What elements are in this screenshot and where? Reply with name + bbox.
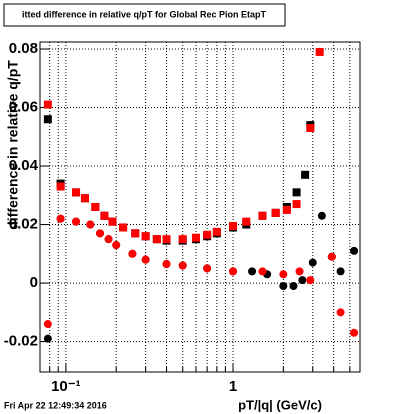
plot-frame <box>39 41 361 373</box>
marker-circle <box>43 320 52 329</box>
marker-circle <box>72 217 81 226</box>
marker-circle <box>317 211 326 220</box>
marker-circle <box>229 267 238 276</box>
x-axis-label: pT/|q| (GeV/c) <box>238 397 322 412</box>
marker-square <box>315 47 324 56</box>
marker-circle <box>128 249 137 258</box>
marker-square <box>43 100 52 109</box>
marker-square <box>119 223 128 232</box>
marker-square <box>178 235 187 244</box>
marker-square <box>203 230 212 239</box>
marker-circle <box>203 264 212 273</box>
marker-circle <box>336 308 345 317</box>
marker-square <box>131 229 140 238</box>
marker-square <box>72 188 81 197</box>
y-tick-label: 0.02 <box>9 216 38 233</box>
marker-circle <box>289 281 298 290</box>
title-box <box>3 3 286 27</box>
y-tick-label: 0.04 <box>9 157 39 174</box>
marker-circle <box>295 267 304 276</box>
marker-circle <box>141 255 150 264</box>
marker-circle <box>104 235 113 244</box>
marker-circle <box>327 252 336 261</box>
marker-square <box>43 115 52 124</box>
marker-circle <box>112 241 121 250</box>
marker-square <box>162 235 171 244</box>
marker-square <box>100 211 109 220</box>
y-axis-label: difference in relative q/pT <box>5 60 21 230</box>
marker-circle <box>56 214 65 223</box>
marker-square <box>91 203 100 211</box>
y-tick-label: 0.08 <box>9 40 38 57</box>
y-tick-label: 0 <box>30 274 38 291</box>
x-tick-label: 10⁻¹ <box>51 378 81 395</box>
marker-circle <box>298 276 307 285</box>
marker-square <box>56 182 65 191</box>
marker-circle <box>162 260 171 269</box>
y-tick-label: -0.02 <box>4 333 38 350</box>
marker-square <box>152 235 161 244</box>
marker-circle <box>178 261 187 270</box>
marker-circle <box>350 246 359 255</box>
marker-square <box>292 188 301 197</box>
marker-square <box>242 217 251 226</box>
marker-square <box>141 232 150 241</box>
marker-circle <box>336 267 345 276</box>
marker-square <box>212 227 221 236</box>
marker-square <box>306 124 315 133</box>
marker-square <box>282 205 291 214</box>
x-tick-label: 1 <box>229 378 237 395</box>
marker-square <box>229 222 238 231</box>
marker-circle <box>96 229 105 238</box>
marker-circle <box>86 220 95 229</box>
chart-title: itted difference in relative q/pT for Gl… <box>22 9 267 19</box>
marker-square <box>108 217 117 226</box>
marker-circle <box>306 276 315 285</box>
marker-circle <box>350 328 359 337</box>
marker-square <box>271 208 280 217</box>
marker-circle <box>248 267 257 276</box>
marker-square <box>301 170 310 179</box>
marker-circle <box>43 334 52 343</box>
marker-circle <box>279 281 288 290</box>
y-tick-label: 0.06 <box>9 99 38 116</box>
marker-circle <box>308 258 317 267</box>
marker-square <box>258 211 267 220</box>
footer: Fri Apr 22 12:49:34 2016 <box>4 400 107 410</box>
marker-circle <box>279 270 288 279</box>
marker-circle <box>258 267 267 276</box>
marker-square <box>191 233 200 242</box>
marker-square <box>292 200 301 209</box>
marker-square <box>80 194 89 203</box>
